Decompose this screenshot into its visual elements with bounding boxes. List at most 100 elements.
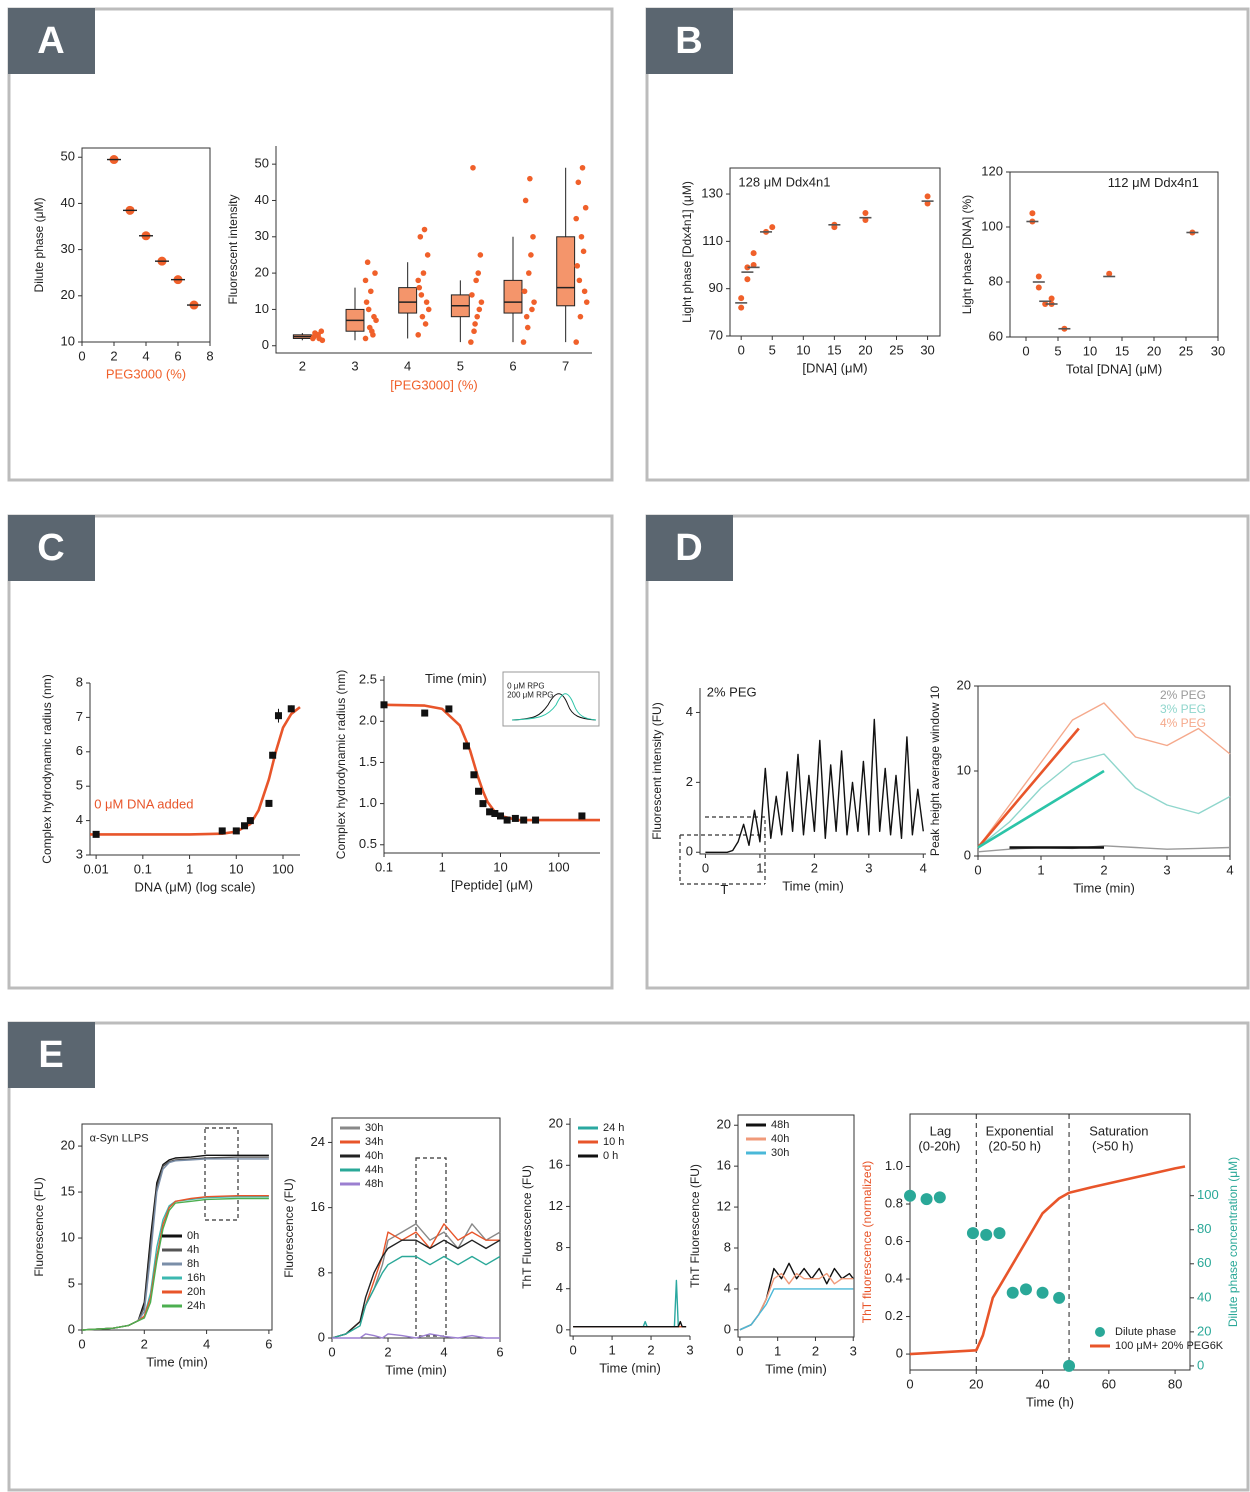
- y-tick-label: 90: [709, 280, 723, 295]
- y-tick-label: 3: [76, 846, 83, 861]
- data-point: [420, 270, 427, 276]
- panel-label: E: [38, 1034, 63, 1076]
- y2-tick-label: 60: [1197, 1255, 1211, 1270]
- plot-frame: [737, 1114, 855, 1338]
- legend-label: 30h: [365, 1122, 383, 1134]
- data-point: [750, 250, 757, 257]
- data-point: [578, 812, 586, 820]
- x-tick-label: 2: [141, 1336, 148, 1351]
- data-point: [462, 742, 470, 750]
- y-tick-label: 30: [61, 241, 75, 256]
- inset: [502, 671, 600, 727]
- x-tick-label: 0: [738, 342, 745, 357]
- data-point: [744, 264, 751, 271]
- panel-frame: [645, 514, 1250, 990]
- y-tick-label: 4: [686, 704, 693, 719]
- y-tick-label: 20: [61, 1138, 75, 1153]
- data-point: [476, 306, 483, 313]
- data-point: [1042, 301, 1049, 307]
- x-tick-label: 10: [796, 342, 810, 357]
- x-axis-label: Time (min): [385, 1362, 447, 1377]
- x-tick-label: 0: [736, 1343, 743, 1358]
- chart: 70 90 110 130 0 5 10 15 20 25 30 Light phase [Ddx4n…: [680, 167, 941, 375]
- box-body: [556, 236, 576, 307]
- legend-label: 24 h: [603, 1122, 624, 1134]
- panel-frame: [7, 1021, 1250, 1492]
- y-axis-label: ThT Fluorescence (FU): [688, 1164, 702, 1288]
- y-axis-label: Fluorescence (FU): [282, 1178, 296, 1277]
- y2-tick-label: 0: [1197, 1357, 1204, 1372]
- data-point: [316, 335, 322, 342]
- plot-frame: [81, 1123, 273, 1331]
- y-tick-label: 0.2: [885, 1308, 903, 1323]
- data-point: [574, 263, 581, 269]
- series-line: [573, 1279, 687, 1328]
- data-point: [415, 277, 422, 284]
- x-axis-label: Time (min): [765, 1361, 827, 1376]
- axes: [89, 683, 300, 856]
- data-point: [232, 827, 240, 835]
- axes: [275, 146, 592, 354]
- legend-label: 4% PEG: [1160, 716, 1206, 730]
- legend-label: 10 h: [603, 1136, 624, 1148]
- x-tick-label: 0.1: [375, 859, 393, 874]
- x-tick-label: 1: [186, 861, 193, 876]
- x-tick-label: 15: [827, 342, 841, 357]
- x-axis-label: [PEG3000] (%): [390, 377, 477, 392]
- data-point: [769, 224, 776, 231]
- x-tick-label: 4: [203, 1336, 210, 1351]
- x-tick-label: 3: [1163, 862, 1170, 877]
- data-point: [373, 317, 379, 324]
- data-point: [363, 299, 370, 305]
- chart: 60 80 100 120 0 5 10 15 20 25 30 Light phase [DNA] …: [960, 163, 1225, 376]
- plot-frame: [1009, 171, 1219, 338]
- data-point: [1006, 1286, 1019, 1299]
- annotation: (>50 h): [1092, 1139, 1134, 1154]
- data-point: [744, 276, 751, 283]
- x-tick-label: 1: [774, 1343, 781, 1358]
- y2-tick-label: 100: [1197, 1187, 1219, 1202]
- data-point: [1036, 1286, 1049, 1299]
- y-tick-label: 2: [686, 774, 693, 789]
- data-point: [521, 288, 528, 295]
- data-point: [527, 175, 533, 182]
- annotation: α-Syn LLPS: [90, 1132, 149, 1144]
- data-point: [1035, 284, 1042, 291]
- legend-label: 8h: [187, 1258, 199, 1270]
- panel-tab: [646, 8, 733, 74]
- series-line: [81, 1156, 269, 1331]
- x-axis-label: Time (min): [146, 1354, 208, 1369]
- data-point: [529, 306, 535, 313]
- y-tick-label: 110: [702, 233, 723, 248]
- legend-label: 0 h: [603, 1150, 618, 1162]
- x-tick-label: 1: [1037, 862, 1044, 877]
- data-point: [265, 799, 273, 807]
- data-point: [424, 252, 431, 258]
- panel-tab: [8, 515, 95, 581]
- y-tick-label: 16: [549, 1157, 563, 1172]
- y-tick-label: 0.8: [885, 1195, 903, 1210]
- inset-curve: [511, 693, 597, 721]
- y-tick-label: 6: [76, 743, 83, 758]
- y-tick-label: 10: [61, 333, 75, 348]
- data-point: [966, 1227, 979, 1240]
- panel-tab: [646, 515, 733, 581]
- legend-label: 3% PEG: [1160, 702, 1206, 716]
- data-point: [1029, 210, 1036, 217]
- x-tick-label: 4: [142, 348, 149, 363]
- inset-curve: [511, 693, 597, 721]
- annotation: 112 μM Ddx4n1: [1108, 175, 1199, 190]
- data-point: [524, 324, 531, 331]
- y-axis-label: Peak height average window 10: [928, 686, 942, 856]
- y-tick-label: 8: [76, 674, 83, 689]
- data-point: [933, 1191, 946, 1204]
- y-tick-label: 5: [68, 1275, 75, 1290]
- y-tick-label: 20: [717, 1117, 731, 1132]
- x-axis-label: DNA (μM) (log scale): [135, 879, 256, 894]
- annotation: 200 μM RPG: [507, 691, 553, 700]
- x-axis-label: Total [DNA] (μM): [1066, 361, 1162, 376]
- x-tick-label: 0: [702, 860, 709, 875]
- box-body: [503, 279, 523, 314]
